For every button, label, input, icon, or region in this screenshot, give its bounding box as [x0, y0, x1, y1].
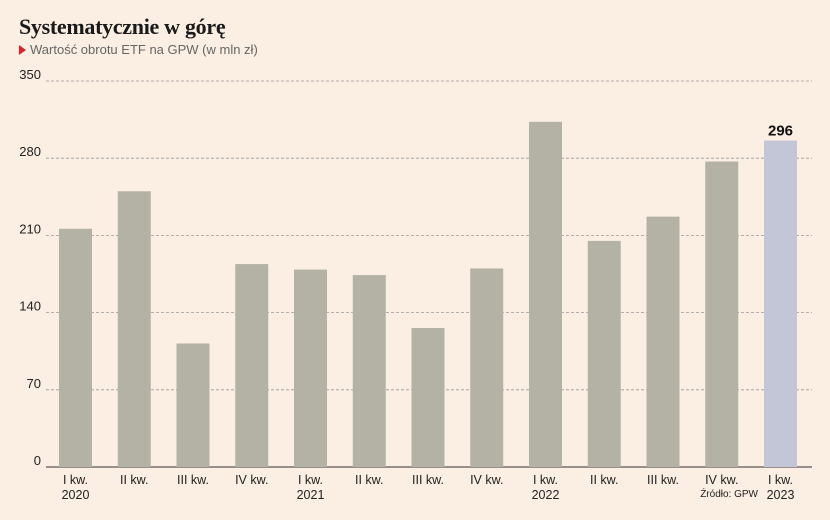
y-tick-label: 70	[27, 376, 41, 391]
x-tick-label: II kw.	[355, 473, 383, 487]
source-note: Źródło: GPW	[700, 489, 758, 500]
x-tick-label: I kw.	[63, 473, 88, 487]
red-triangle-icon	[19, 44, 26, 55]
bar	[411, 328, 445, 467]
x-tick-label: I kw.	[533, 473, 558, 487]
bar	[705, 161, 739, 467]
y-tick-label: 140	[19, 299, 41, 314]
x-tick-label: I kw.	[768, 473, 793, 487]
bar	[59, 228, 92, 467]
chart-subtitle-row: Wartość obrotu ETF na GPW (w mln zł)	[19, 42, 258, 57]
chart-subtitle: Wartość obrotu ETF na GPW (w mln zł)	[30, 42, 258, 57]
x-tick-label: II kw.	[590, 473, 618, 487]
x-year-label: 2022	[532, 488, 560, 502]
bar	[529, 121, 562, 467]
x-tick-label: III kw.	[177, 473, 209, 487]
bar	[176, 343, 210, 467]
bar	[646, 216, 680, 467]
bar	[352, 275, 386, 467]
x-tick-label: II kw.	[120, 473, 148, 487]
x-tick-label: I kw.	[298, 473, 323, 487]
y-tick-label: 350	[19, 67, 41, 82]
bar	[764, 140, 797, 467]
bar	[587, 240, 621, 467]
x-tick-label: IV kw.	[705, 473, 738, 487]
y-tick-label: 0	[34, 453, 41, 468]
bar	[470, 268, 504, 467]
x-year-label: 2020	[62, 488, 90, 502]
chart-title: Systematycznie w górę	[19, 14, 226, 39]
x-tick-label: III kw.	[412, 473, 444, 487]
bar	[294, 269, 327, 467]
x-tick-label: III kw.	[647, 473, 679, 487]
y-tick-label: 210	[19, 221, 41, 236]
bar	[235, 264, 269, 467]
x-year-label: 2023	[767, 488, 795, 502]
x-year-label: 2021	[297, 488, 325, 502]
y-tick-label: 280	[19, 144, 41, 159]
bar	[117, 191, 151, 468]
x-tick-label: IV kw.	[235, 473, 268, 487]
x-tick-label: IV kw.	[470, 473, 503, 487]
data-label: 296	[768, 123, 793, 140]
